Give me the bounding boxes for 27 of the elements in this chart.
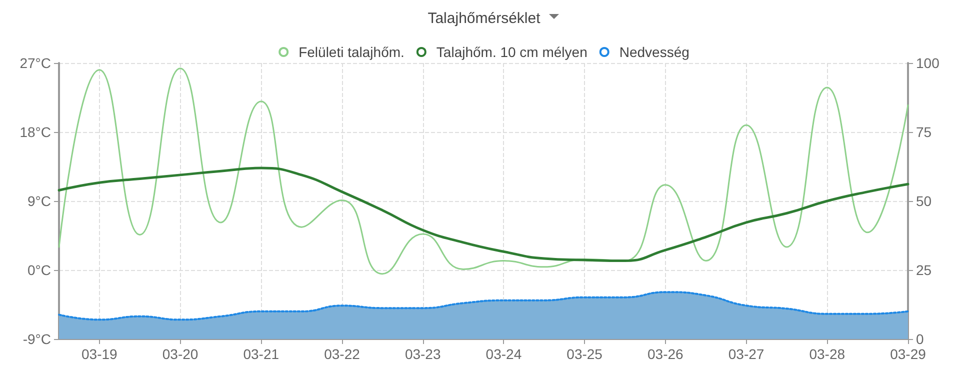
y2-tick-label: 75: [916, 124, 932, 140]
legend-label: Nedvesség: [619, 44, 690, 60]
x-tick-label: 03-22: [324, 346, 360, 362]
line-series: [58, 68, 909, 275]
chart-title: Talajhőmérséklet: [428, 10, 542, 27]
x-tick-label: 03-27: [728, 346, 764, 362]
y-tick-label: 27°C: [20, 55, 51, 71]
line-series: [58, 166, 910, 262]
y-tick-label: 0°C: [28, 262, 51, 278]
x-tick-label: 03-26: [648, 346, 684, 362]
x-tick-label: 03-25: [566, 346, 603, 362]
legend-label: Felületi talajhőm.: [298, 44, 404, 60]
x-tick-label: 03-19: [82, 346, 118, 362]
y2-tick-label: 25: [916, 262, 932, 278]
x-tick-label: 03-24: [486, 346, 522, 362]
y2-tick-label: 100: [916, 55, 940, 71]
x-tick-label: 03-21: [243, 346, 280, 362]
x-tick-label: 03-29: [890, 346, 926, 362]
x-tick-label: 03-28: [809, 346, 846, 362]
y2-tick-label: 0: [916, 331, 924, 347]
legend-label: Talajhőm. 10 cm mélyen: [436, 44, 588, 60]
y-tick-label: -9°C: [22, 331, 51, 347]
y-tick-label: 18°C: [20, 124, 51, 140]
x-tick-label: 03-20: [162, 346, 198, 362]
y-tick-label: 9°C: [28, 193, 51, 209]
y2-tick-label: 50: [916, 193, 932, 209]
x-tick-label: 03-23: [404, 346, 441, 362]
